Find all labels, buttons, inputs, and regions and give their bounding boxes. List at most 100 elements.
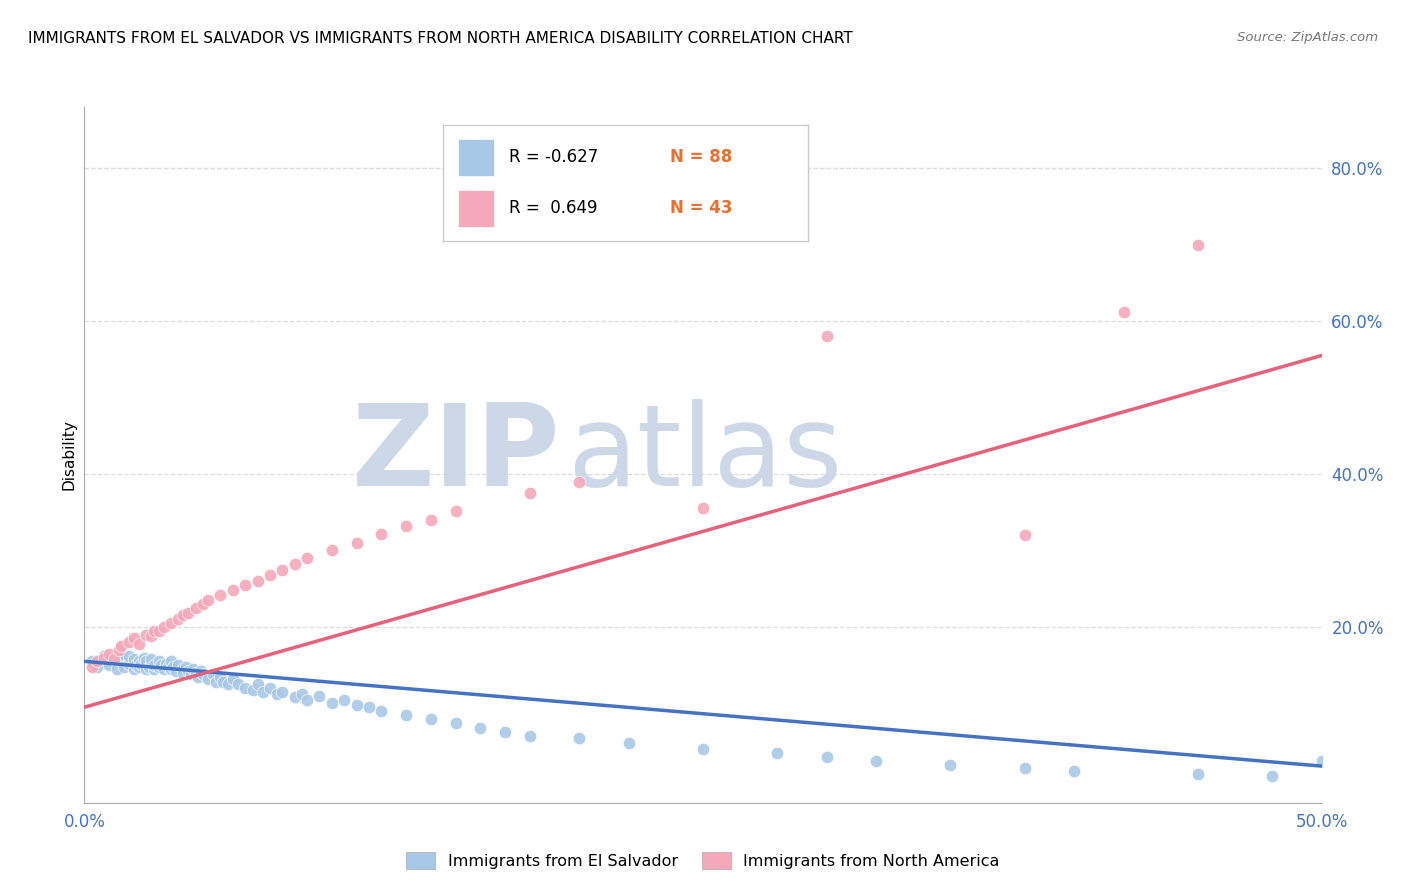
Point [86, 659, 108, 673]
Point [692, 501, 714, 516]
Point [291, 687, 314, 701]
Point [1310, 754, 1333, 768]
Point [98, 647, 121, 661]
Point [135, 627, 157, 641]
Point [519, 729, 541, 743]
Point [815, 329, 838, 343]
Point [162, 659, 184, 673]
Point [815, 750, 838, 764]
Point [246, 677, 269, 691]
Point [1014, 761, 1036, 775]
Point [346, 698, 368, 712]
Point [419, 513, 441, 527]
Point [141, 629, 163, 643]
Point [141, 652, 163, 666]
Point [217, 677, 239, 691]
Point [233, 578, 256, 592]
Point [141, 657, 163, 671]
Point [157, 659, 180, 673]
Point [160, 616, 183, 631]
Point [148, 624, 170, 638]
Point [108, 643, 131, 657]
Point [284, 558, 307, 572]
Point [181, 662, 204, 676]
Point [174, 659, 197, 673]
Point [226, 677, 249, 691]
Text: Source: ZipAtlas.com: Source: ZipAtlas.com [1237, 31, 1378, 45]
Point [419, 712, 441, 726]
Point [177, 606, 200, 620]
Text: N = 43: N = 43 [669, 200, 733, 218]
Text: IMMIGRANTS FROM EL SALVADOR VS IMMIGRANTS FROM NORTH AMERICA DISABILITY CORRELAT: IMMIGRANTS FROM EL SALVADOR VS IMMIGRANT… [28, 31, 853, 46]
Y-axis label: Disability: Disability [60, 419, 76, 491]
Point [321, 697, 343, 711]
Point [112, 659, 135, 673]
Point [494, 725, 516, 739]
Point [125, 658, 148, 673]
Point [122, 652, 145, 666]
Point [110, 647, 132, 661]
Text: R =  0.649: R = 0.649 [509, 200, 598, 218]
Point [271, 563, 294, 577]
Point [1112, 305, 1135, 319]
Text: ZIP: ZIP [353, 400, 561, 510]
Point [177, 665, 200, 679]
Point [165, 665, 187, 679]
Point [80, 659, 103, 673]
Point [180, 667, 202, 681]
Point [118, 635, 141, 649]
Point [568, 731, 591, 745]
Point [172, 662, 194, 676]
Point [93, 650, 115, 665]
Point [370, 704, 392, 718]
Point [110, 654, 132, 668]
Point [135, 654, 157, 668]
Point [333, 692, 356, 706]
Point [321, 543, 343, 558]
Point [152, 620, 174, 634]
Text: atlas: atlas [567, 400, 842, 510]
Point [128, 659, 150, 673]
Point [346, 536, 368, 550]
Point [142, 662, 165, 676]
Point [191, 597, 214, 611]
Point [259, 568, 281, 582]
Point [692, 742, 714, 756]
Point [160, 654, 183, 668]
Point [617, 736, 640, 750]
Point [197, 672, 219, 686]
Point [128, 637, 150, 651]
Point [1261, 769, 1284, 783]
Point [142, 624, 165, 638]
Point [266, 687, 288, 701]
Point [519, 486, 541, 500]
Point [103, 652, 125, 666]
Point [395, 519, 418, 533]
Point [444, 504, 467, 518]
Point [138, 659, 160, 673]
Point [167, 612, 190, 626]
Point [142, 658, 165, 673]
Point [110, 639, 132, 653]
Point [271, 685, 294, 699]
Point [222, 583, 245, 598]
Point [150, 658, 173, 673]
Point [865, 754, 887, 768]
Point [80, 654, 103, 668]
Point [233, 681, 256, 695]
Point [118, 648, 141, 663]
Point [222, 672, 245, 686]
Point [470, 721, 492, 735]
Point [103, 652, 125, 666]
Point [308, 689, 330, 703]
Point [167, 658, 190, 673]
Point [209, 670, 232, 684]
Point [184, 665, 207, 680]
Point [568, 475, 591, 489]
Point [148, 659, 170, 673]
Point [86, 654, 108, 668]
Point [148, 654, 170, 668]
Bar [457, 190, 494, 227]
Point [357, 700, 380, 714]
Point [187, 670, 209, 684]
